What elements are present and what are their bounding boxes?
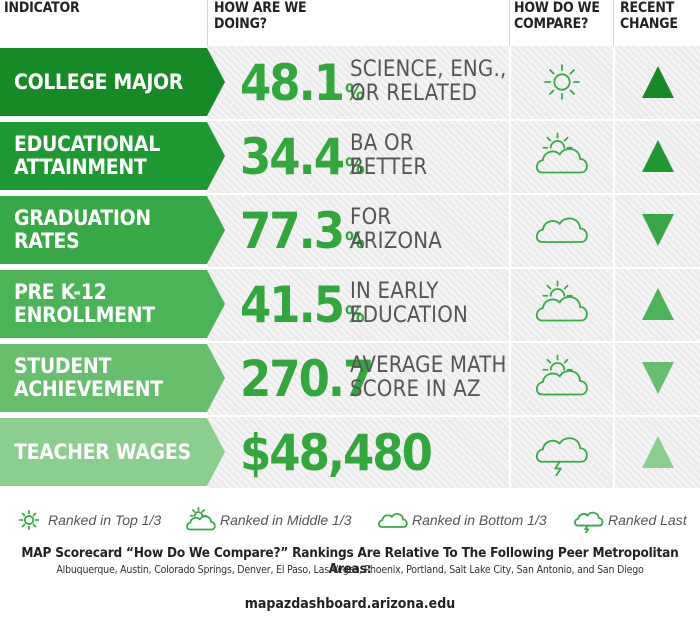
peer-areas-footnote: MAP Scorecard “How Do We Compare?” Ranki… bbox=[21, 545, 679, 577]
value-number: $48,480 bbox=[240, 424, 433, 482]
indicator-text: GRADUATION RATES bbox=[14, 206, 151, 253]
value-description: AVERAGE MATH SCORE IN AZ bbox=[350, 353, 507, 402]
indicator-value: 48.1% bbox=[240, 54, 365, 112]
indicator-label: STUDENT ACHIEVEMENT bbox=[0, 344, 225, 412]
how-header-line1: HOW ARE WE bbox=[214, 0, 307, 16]
indicator-column-header: INDICATOR bbox=[0, 0, 208, 46]
legend-item-top: Ranked in Top 1/3 bbox=[14, 506, 161, 534]
partly-cloudy-icon bbox=[535, 280, 588, 322]
value-description: BA OR BETTER bbox=[350, 131, 428, 180]
up-arrow-icon bbox=[642, 288, 674, 320]
storm-cloud-icon bbox=[535, 437, 588, 476]
change-header-line2: CHANGE bbox=[620, 16, 678, 32]
legend-last-label: Ranked Last bbox=[608, 512, 687, 528]
scorecard-row: EDUCATIONAL ATTAINMENT 34.4% BA OR BETTER bbox=[0, 120, 700, 192]
cloud-icon bbox=[535, 217, 588, 243]
peer-cities-list: Albuquerque, Austin, Colorado Springs, D… bbox=[56, 564, 644, 576]
up-arrow-icon bbox=[642, 140, 674, 172]
partly-cloudy-icon bbox=[535, 354, 588, 396]
value-unit: % bbox=[345, 229, 365, 254]
legend-top-label: Ranked in Top 1/3 bbox=[48, 512, 162, 528]
row-divider bbox=[208, 341, 700, 343]
value-description: IN EARLY EDUCATION bbox=[350, 279, 468, 328]
legend-middle-label: Ranked in Middle 1/3 bbox=[220, 512, 352, 528]
legend-item-last: Ranked Last bbox=[574, 506, 687, 534]
down-arrow-icon bbox=[642, 214, 674, 246]
row-divider bbox=[208, 267, 700, 269]
indicator-text: STUDENT ACHIEVEMENT bbox=[14, 354, 163, 401]
legend-item-middle: Ranked in Middle 1/3 bbox=[186, 506, 352, 534]
legend: Ranked in Top 1/3 Ranked in Middle 1/3 R… bbox=[0, 506, 700, 536]
scorecard-row: GRADUATION RATES 77.3% FOR ARIZONA bbox=[0, 194, 700, 266]
sun-icon bbox=[18, 509, 40, 531]
value-number: 270.7 bbox=[240, 350, 374, 408]
indicator-label: GRADUATION RATES bbox=[0, 196, 225, 264]
partly-cloudy-icon bbox=[535, 132, 588, 174]
scorecard-row: TEACHER WAGES $48,480 bbox=[0, 416, 700, 488]
value-number: 34.4 bbox=[240, 128, 345, 186]
value-description: SCIENCE, ENG., OR RELATED bbox=[350, 57, 507, 106]
value-unit: % bbox=[345, 81, 365, 106]
partly-cloudy-icon bbox=[186, 507, 216, 531]
indicator-value: $48,480 bbox=[240, 424, 433, 482]
change-header-line1: RECENT bbox=[620, 0, 675, 16]
indicator-value: 270.7 bbox=[240, 350, 374, 408]
indicator-text: TEACHER WAGES bbox=[14, 439, 191, 464]
indicator-label: TEACHER WAGES bbox=[0, 418, 225, 486]
value-number: 41.5 bbox=[240, 276, 345, 334]
indicator-label: PRE K-12 ENROLLMENT bbox=[0, 270, 225, 338]
website-link[interactable]: mapazdashboard.arizona.edu bbox=[244, 596, 456, 612]
value-unit: % bbox=[345, 155, 365, 180]
up-arrow-icon bbox=[642, 66, 674, 98]
scorecard-row: COLLEGE MAJOR 48.1% SCIENCE, ENG., OR RELA… bbox=[0, 46, 700, 118]
cloud-icon bbox=[378, 513, 408, 528]
indicator-label: COLLEGE MAJOR bbox=[0, 48, 225, 116]
legend-bottom-label: Ranked in Bottom 1/3 bbox=[412, 512, 547, 528]
storm-cloud-icon bbox=[574, 511, 604, 533]
compare-header-line2: COMPARE? bbox=[514, 16, 589, 32]
value-unit: % bbox=[345, 303, 365, 328]
how-are-we-doing-column-header: HOW ARE WE DOING? bbox=[208, 0, 510, 46]
up-arrow-icon bbox=[642, 436, 674, 468]
down-arrow-icon bbox=[642, 362, 674, 394]
indicator-value: 34.4% bbox=[240, 128, 365, 186]
indicator-value: 77.3% bbox=[240, 202, 365, 260]
indicator-text: COLLEGE MAJOR bbox=[14, 69, 184, 94]
indicator-value: 41.5% bbox=[240, 276, 365, 334]
compare-header-line1: HOW DO WE bbox=[514, 0, 600, 16]
legend-item-bottom: Ranked in Bottom 1/3 bbox=[378, 506, 547, 534]
indicator-text: EDUCATIONAL ATTAINMENT bbox=[14, 132, 160, 179]
indicator-text: PRE K-12 ENROLLMENT bbox=[14, 280, 155, 327]
how-header-line2: DOING? bbox=[214, 16, 267, 32]
indicator-label: EDUCATIONAL ATTAINMENT bbox=[0, 122, 225, 190]
scorecard-row: STUDENT ACHIEVEMENT 270.7 AVERAGE MATH SCO… bbox=[0, 342, 700, 414]
row-divider bbox=[208, 193, 700, 195]
recent-change-column-header: RECENT CHANGE bbox=[614, 0, 700, 46]
indicator-header-text: INDICATOR bbox=[4, 0, 80, 16]
value-description: FOR ARIZONA bbox=[350, 205, 442, 254]
scorecard-row: PRE K-12 ENROLLMENT 41.5% IN EARLY EDUCATI… bbox=[0, 268, 700, 340]
how-do-we-compare-column-header: HOW DO WE COMPARE? bbox=[510, 0, 614, 46]
row-divider bbox=[208, 415, 700, 417]
row-divider bbox=[208, 119, 700, 121]
value-number: 48.1 bbox=[240, 54, 345, 112]
sun-icon bbox=[544, 64, 580, 100]
value-number: 77.3 bbox=[240, 202, 345, 260]
